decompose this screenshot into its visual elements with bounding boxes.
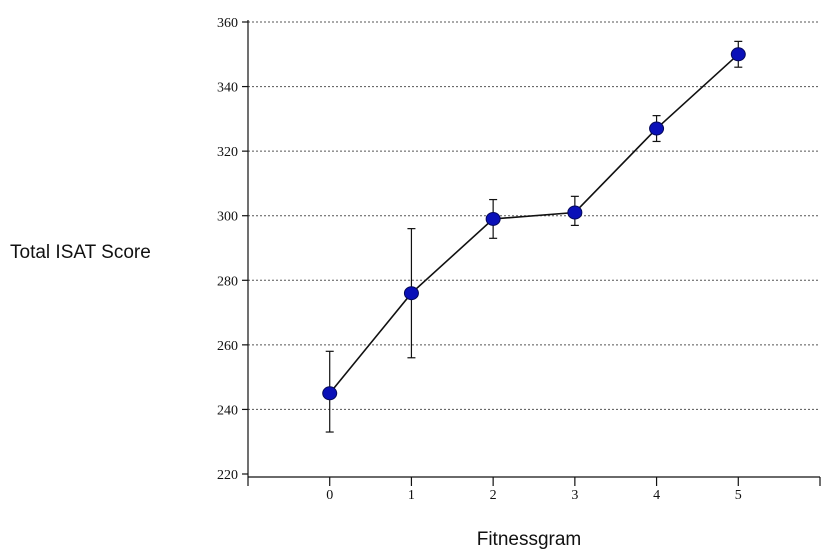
y-axis-tick-labels: 220 240 260 280 300 320 340 360 [217,16,238,483]
y-tick-label: 240 [217,403,238,418]
y-tick-label: 360 [217,16,238,31]
x-tick-label: 3 [571,488,578,503]
data-point [567,205,583,220]
error-bars [325,40,743,433]
x-axis-title: Fitnessgram [477,529,582,550]
data-point [730,47,746,62]
x-tick-label: 1 [408,488,415,503]
x-tick-label: 0 [326,488,333,503]
series-lines [329,53,739,394]
y-tick-label: 300 [217,210,238,225]
y-axis-title: Total ISAT Score [10,242,151,263]
axes [242,20,821,486]
y-tick-label: 340 [217,81,238,96]
data-point [649,121,665,136]
x-axis-tick-labels: 0 1 2 3 4 5 [326,488,742,503]
x-tick-label: 4 [653,488,660,503]
y-tick-label: 320 [217,145,238,160]
data-points [322,47,746,401]
y-tick-label: 220 [217,468,238,483]
x-tick-label: 2 [490,488,497,503]
series-line [329,53,739,394]
data-point [485,211,501,226]
data-point [403,286,419,301]
data-point [322,386,338,401]
y-tick-label: 260 [217,339,238,354]
x-tick-label: 5 [735,488,742,503]
y-tick-label: 280 [217,274,238,289]
